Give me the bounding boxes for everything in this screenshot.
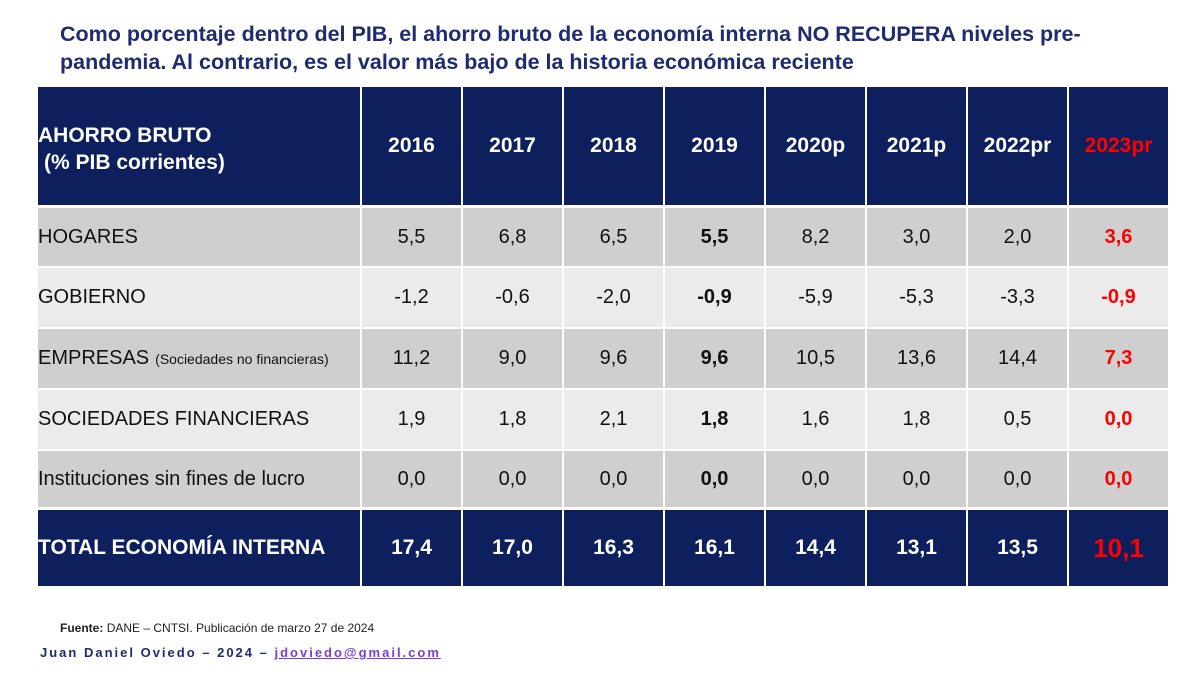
row-label-text: SOCIEDADES FINANCIERAS <box>38 408 310 430</box>
table-cell: 11,2 <box>362 327 461 388</box>
total-cell: 14,4 <box>766 510 865 586</box>
table-cell: 8,2 <box>766 208 865 266</box>
total-cell: 17,4 <box>362 510 461 586</box>
table-cell: -3,3 <box>968 266 1067 327</box>
total-label: TOTAL ECONOMÍA INTERNA <box>38 510 360 586</box>
source-label: Fuente: <box>60 621 104 635</box>
table-cell: 9,0 <box>463 327 562 388</box>
table-cell: 0,0 <box>1069 449 1168 507</box>
table-cell: 2,1 <box>564 388 663 449</box>
table-cell: 9,6 <box>665 327 764 388</box>
source-text: DANE – CNTSI. Publicación de marzo 27 de… <box>106 621 375 635</box>
savings-table: AHORRO BRUTO (% PIB corrientes) 2016 2017 20… <box>38 87 1168 586</box>
author-credit: Juan Daniel Oviedo – 2024 – jdoviedo@gma… <box>40 645 441 660</box>
author-text: Juan Daniel Oviedo – 2024 – <box>40 645 269 660</box>
table-cell: 0,0 <box>362 449 461 507</box>
total-cell: 13,1 <box>867 510 966 586</box>
page-title: Como porcentaje dentro del PIB, el ahorr… <box>60 22 1081 74</box>
table-cell: 5,5 <box>362 208 461 266</box>
table-cell: 0,0 <box>867 449 966 507</box>
table-cell: 10,5 <box>766 327 865 388</box>
table-cell: 0,5 <box>968 388 1067 449</box>
column-header-2020p: 2020p <box>766 87 865 205</box>
table-cell: -0,6 <box>463 266 562 327</box>
table-cell: 13,6 <box>867 327 966 388</box>
column-header-2022pr: 2022pr <box>968 87 1067 205</box>
table-cell: -0,9 <box>1069 266 1168 327</box>
row-sublabel: (Sociedades no financieras) <box>155 350 329 367</box>
table-cell: 2,0 <box>968 208 1067 266</box>
column-header-2016: 2016 <box>362 87 461 205</box>
table-cell: 0,0 <box>1069 388 1168 449</box>
table-cell: 0,0 <box>766 449 865 507</box>
column-header-2017: 2017 <box>463 87 562 205</box>
row-label: EMPRESAS (Sociedades no financieras) <box>38 327 360 388</box>
table-cell: -1,2 <box>362 266 461 327</box>
table-cell: 5,5 <box>665 208 764 266</box>
table-cell: 1,8 <box>463 388 562 449</box>
table-cell: -0,9 <box>665 266 764 327</box>
table-cell: 3,0 <box>867 208 966 266</box>
table-cell: 6,5 <box>564 208 663 266</box>
table-cell: 1,8 <box>665 388 764 449</box>
row-label: GOBIERNO <box>38 266 360 327</box>
author-email-link[interactable]: jdoviedo@gmail.com <box>274 645 441 660</box>
column-header-2023pr: 2023pr <box>1069 87 1168 205</box>
row-label-text: EMPRESAS <box>38 347 150 369</box>
header-label: AHORRO BRUTO (% PIB corrientes) <box>38 87 360 205</box>
table-cell: -5,3 <box>867 266 966 327</box>
row-label-text: GOBIERNO <box>38 286 146 308</box>
row-label-text: Instituciones sin fines de lucro <box>38 467 305 490</box>
total-cell: 16,1 <box>665 510 764 586</box>
header-label-line2: (% PIB corrientes) <box>44 151 225 174</box>
source-note: Fuente: DANE – CNTSI. Publicación de mar… <box>60 621 374 635</box>
table-cell: 14,4 <box>968 327 1067 388</box>
table-cell: 1,6 <box>766 388 865 449</box>
total-cell: 13,5 <box>968 510 1067 586</box>
table-cell: 0,0 <box>564 449 663 507</box>
row-label: HOGARES <box>38 208 360 266</box>
table-cell: 6,8 <box>463 208 562 266</box>
total-cell: 10,1 <box>1069 510 1168 586</box>
table-cell: -5,9 <box>766 266 865 327</box>
table-cell: 1,9 <box>362 388 461 449</box>
total-cell: 16,3 <box>564 510 663 586</box>
table-cell: 3,6 <box>1069 208 1168 266</box>
table-cell: -2,0 <box>564 266 663 327</box>
table-cell: 0,0 <box>463 449 562 507</box>
table-cell: 0,0 <box>968 449 1067 507</box>
header-label-line1: AHORRO BRUTO <box>38 124 212 147</box>
total-cell: 17,0 <box>463 510 562 586</box>
table-cell: 0,0 <box>665 449 764 507</box>
column-header-2018: 2018 <box>564 87 663 205</box>
table-cell: 7,3 <box>1069 327 1168 388</box>
table-cell: 9,6 <box>564 327 663 388</box>
row-label-text: HOGARES <box>38 225 139 248</box>
column-header-2019: 2019 <box>665 87 764 205</box>
column-header-2021p: 2021p <box>867 87 966 205</box>
row-label: SOCIEDADES FINANCIERAS <box>38 388 360 449</box>
row-label: Instituciones sin fines de lucro <box>38 449 360 507</box>
table-cell: 1,8 <box>867 388 966 449</box>
